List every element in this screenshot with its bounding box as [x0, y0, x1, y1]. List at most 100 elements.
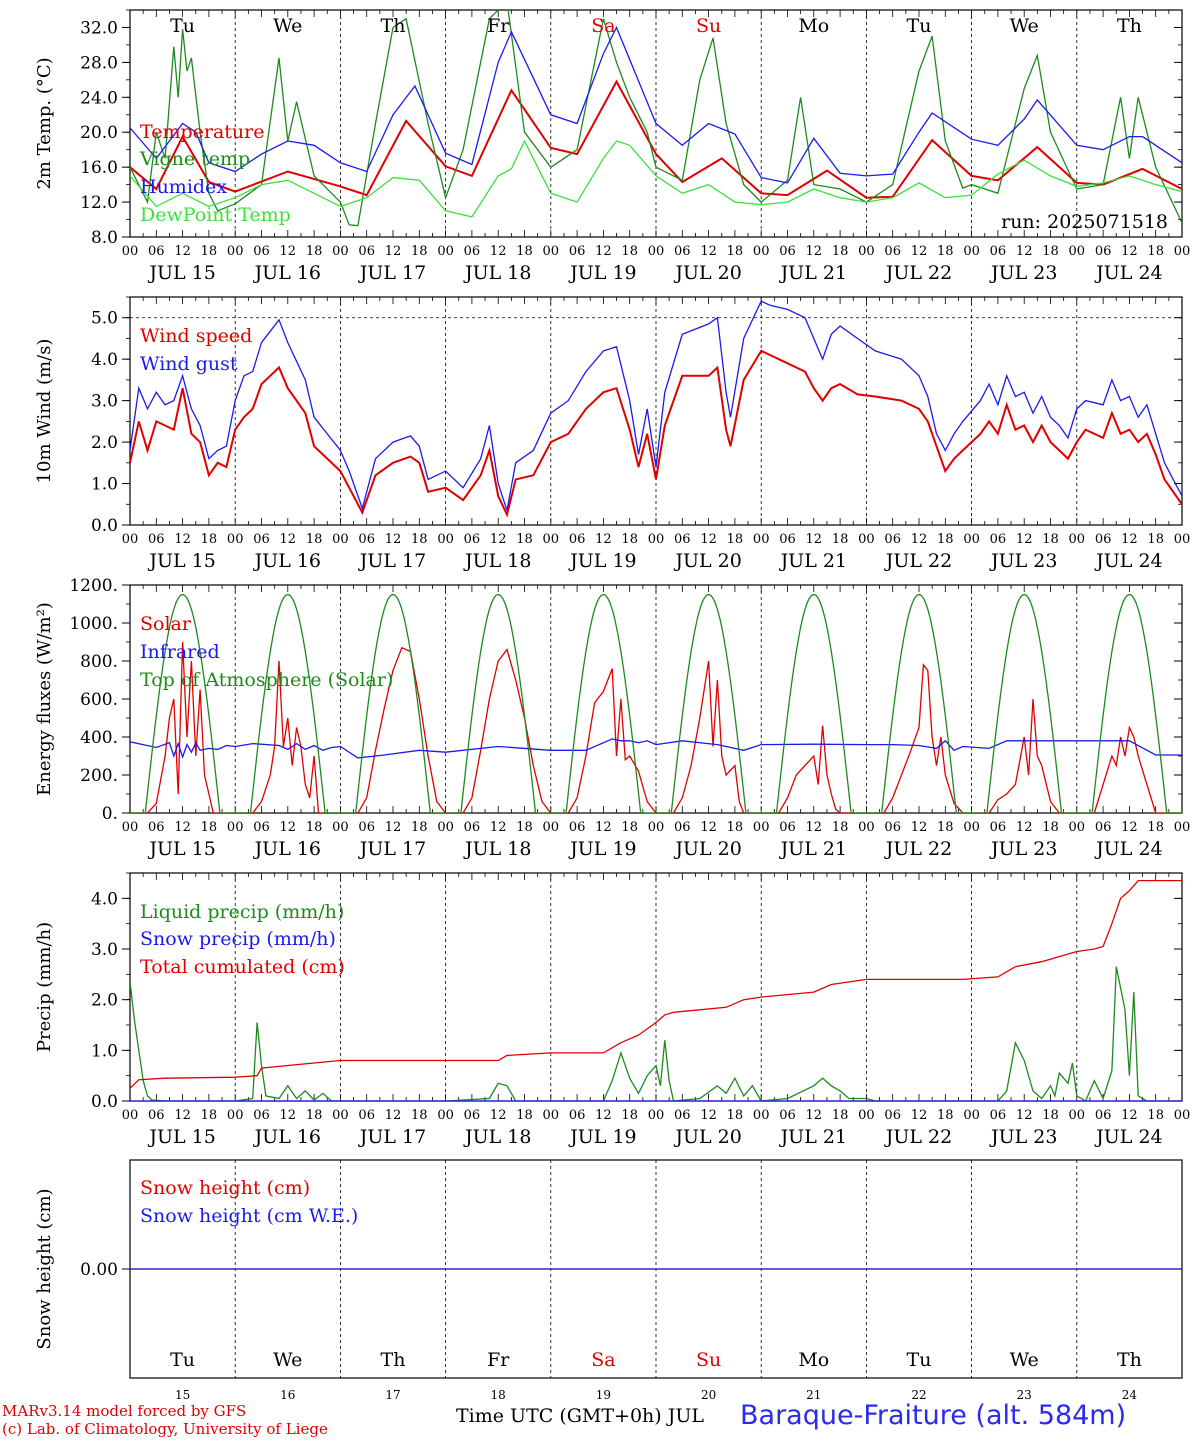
day-number-label: 16 [280, 1388, 295, 1402]
day-number-label: 17 [385, 1388, 400, 1402]
x-hour-label: 00 [543, 532, 560, 547]
x-hour-label: 00 [122, 1108, 139, 1123]
day-number-label: 19 [596, 1388, 611, 1402]
x-hour-label: 12 [911, 820, 928, 835]
x-hour-label: 06 [358, 820, 375, 835]
x-hour-label: 18 [937, 820, 954, 835]
x-hour-label: 00 [332, 1108, 349, 1123]
x-date-label: JUL 21 [779, 262, 847, 284]
x-date-label: JUL 22 [884, 1126, 952, 1148]
x-hour-label: 06 [569, 820, 586, 835]
time-axis-caption: Time UTC (GMT+0h) JUL [456, 1405, 704, 1427]
legend-entry: Infrared [140, 641, 220, 663]
y-tick-label: 600. [80, 690, 118, 710]
y-axis-label: Snow height (cm) [34, 1188, 55, 1349]
x-date-label: JUL 20 [673, 550, 741, 572]
x-hour-label: 06 [148, 820, 165, 835]
x-hour-label: 00 [437, 1108, 454, 1123]
x-hour-label: 12 [490, 820, 507, 835]
x-hour-label: 18 [1042, 244, 1059, 259]
x-hour-label: 12 [595, 1108, 612, 1123]
day-number-label: 21 [806, 1388, 821, 1402]
series-line-liquid-precip-mm-h- [130, 966, 1182, 1101]
x-hour-label: 00 [963, 1108, 980, 1123]
x-date-label: JUL 18 [463, 1126, 531, 1148]
x-hour-label: 18 [1147, 532, 1164, 547]
weekday-label: Sa [591, 15, 615, 37]
x-hour-label: 06 [569, 244, 586, 259]
legend-entry: Liquid precip (mm/h) [140, 901, 344, 923]
x-hour-label: 18 [832, 244, 849, 259]
weekday-label: We [273, 1349, 302, 1371]
x-hour-label: 00 [1069, 1108, 1086, 1123]
x-hour-label: 06 [253, 244, 270, 259]
x-hour-label: 18 [516, 820, 533, 835]
x-hour-label: 00 [963, 820, 980, 835]
x-hour-label: 06 [674, 1108, 691, 1123]
series-line-dewpoint-temp [130, 139, 1182, 218]
y-tick-label: 0.00 [80, 1260, 118, 1280]
x-hour-label: 06 [884, 532, 901, 547]
x-hour-label: 06 [464, 244, 481, 259]
x-hour-label: 00 [437, 820, 454, 835]
legend-entry: Solar [140, 613, 192, 635]
x-hour-label: 18 [201, 820, 218, 835]
x-date-label: JUL 22 [884, 262, 952, 284]
credit-line: (c) Lab. of Climatology, University of L… [2, 1420, 328, 1438]
x-hour-label: 18 [621, 1108, 638, 1123]
x-hour-label: 00 [648, 1108, 665, 1123]
x-hour-label: 00 [332, 244, 349, 259]
x-hour-label: 12 [490, 532, 507, 547]
x-hour-label: 18 [727, 820, 744, 835]
y-tick-label: 400. [80, 728, 118, 748]
y-tick-label: 3.0 [91, 392, 118, 412]
x-date-label: JUL 24 [1094, 1126, 1162, 1148]
x-hour-label: 00 [753, 244, 770, 259]
x-date-label: JUL 16 [253, 838, 321, 860]
x-date-label: JUL 23 [989, 262, 1057, 284]
x-hour-label: 00 [1069, 820, 1086, 835]
x-hour-label: 18 [1147, 244, 1164, 259]
x-date-label: JUL 15 [147, 838, 215, 860]
x-hour-label: 12 [806, 820, 823, 835]
x-hour-label: 00 [543, 244, 560, 259]
x-hour-label: 00 [543, 1108, 560, 1123]
x-hour-label: 18 [832, 532, 849, 547]
weekday-label: Sa [591, 1349, 615, 1371]
x-hour-label: 00 [332, 532, 349, 547]
x-hour-label: 18 [621, 244, 638, 259]
weekday-label: We [273, 15, 302, 37]
x-hour-label: 00 [437, 532, 454, 547]
x-hour-label: 18 [201, 1108, 218, 1123]
x-date-label: JUL 20 [673, 1126, 741, 1148]
x-hour-label: 06 [569, 532, 586, 547]
x-hour-label: 06 [990, 532, 1007, 547]
x-date-label: JUL 17 [358, 550, 426, 572]
x-date-label: JUL 17 [358, 838, 426, 860]
x-hour-label: 00 [1174, 820, 1191, 835]
x-hour-label: 12 [1016, 820, 1033, 835]
y-axis-label: 2m Temp. (°C) [34, 57, 55, 189]
weekday-label: Tu [907, 15, 932, 37]
legend-entry: Wind speed [140, 325, 252, 347]
weekday-label: Fr [487, 15, 510, 37]
x-date-label: JUL 24 [1094, 838, 1162, 860]
x-hour-label: 06 [990, 1108, 1007, 1123]
x-hour-label: 00 [1069, 244, 1086, 259]
x-hour-label: 06 [253, 820, 270, 835]
x-hour-label: 00 [1174, 1108, 1191, 1123]
y-tick-label: 1.0 [91, 1041, 118, 1061]
y-tick-label: 0.0 [91, 1092, 118, 1112]
x-hour-label: 18 [411, 820, 428, 835]
x-hour-label: 12 [1016, 532, 1033, 547]
y-tick-label: 0.0 [91, 516, 118, 536]
x-hour-label: 12 [385, 820, 402, 835]
x-hour-label: 12 [806, 1108, 823, 1123]
x-hour-label: 00 [648, 532, 665, 547]
y-tick-label: 24.0 [80, 88, 118, 108]
x-date-label: JUL 22 [884, 838, 952, 860]
x-date-label: JUL 19 [568, 838, 636, 860]
legend-entry: Total cumulated (cm) [140, 956, 345, 978]
x-date-label: JUL 21 [779, 550, 847, 572]
